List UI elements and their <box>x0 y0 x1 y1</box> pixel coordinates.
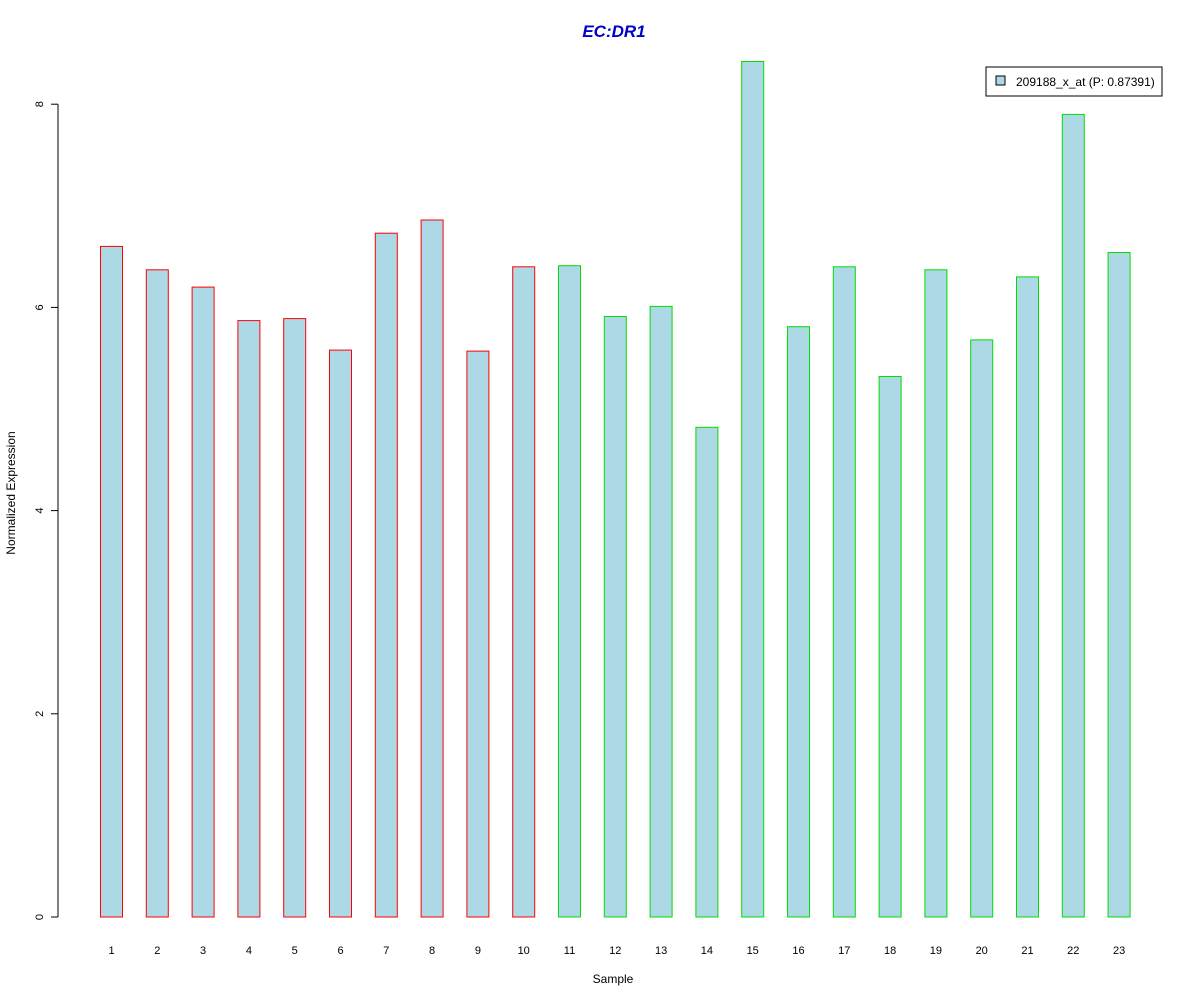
bar-sample-19 <box>924 269 948 918</box>
legend-box <box>985 66 1163 97</box>
bar-sample-16 <box>787 326 810 918</box>
y-tick-label: 2 <box>34 711 46 717</box>
x-axis-ticks: 1 2 3 4 5 6 7 8 9 10 11 12 13 14 15 16 17 18 19 20 21 22 23 <box>108 945 1125 957</box>
legend: 209188_x_at (P: 0.87391) <box>985 66 1163 97</box>
bar-sample-20 <box>970 339 994 918</box>
x-tick-label: 1 <box>108 945 114 957</box>
bar-sample-21 <box>1016 276 1039 918</box>
bar-sample-13 <box>649 305 673 918</box>
y-tick-label: 6 <box>34 304 46 310</box>
x-tick-label: 7 <box>383 945 389 957</box>
x-tick-label: 16 <box>792 945 804 957</box>
bar-sample-14 <box>695 426 719 918</box>
x-tick-label: 6 <box>337 945 343 957</box>
x-tick-label: 14 <box>701 945 713 957</box>
x-tick-label: 5 <box>292 945 298 957</box>
x-tick-label: 15 <box>747 945 759 957</box>
bar-sample-10 <box>512 266 536 918</box>
x-tick-label: 18 <box>884 945 896 957</box>
bars <box>100 61 1131 918</box>
bar-sample-2 <box>145 269 169 918</box>
x-tick-label: 4 <box>246 945 252 957</box>
bar-sample-15 <box>741 61 765 918</box>
bar-sample-22 <box>1061 113 1085 918</box>
x-tick-label: 12 <box>609 945 621 957</box>
bar-sample-11 <box>558 265 581 918</box>
bar-sample-18 <box>878 376 902 918</box>
y-axis-label: Normalized Expression <box>4 431 18 554</box>
legend-label: 209188_x_at (P: 0.87391) <box>1016 75 1155 89</box>
x-tick-label: 23 <box>1113 945 1125 957</box>
x-tick-label: 21 <box>1021 945 1033 957</box>
bar-sample-9 <box>466 350 490 918</box>
bar-sample-4 <box>237 320 261 918</box>
x-tick-label: 17 <box>838 945 850 957</box>
bar-sample-6 <box>329 349 352 918</box>
y-tick-label: 4 <box>34 508 46 514</box>
bar-sample-12 <box>603 316 627 918</box>
bar-sample-17 <box>832 266 856 918</box>
y-tick-label: 8 <box>34 101 46 107</box>
x-tick-label: 3 <box>200 945 206 957</box>
y-axis: 0 2 4 6 8 <box>34 101 59 920</box>
x-tick-label: 20 <box>976 945 988 957</box>
x-tick-label: 19 <box>930 945 942 957</box>
x-tick-label: 10 <box>518 945 530 957</box>
bar-sample-23 <box>1107 252 1131 918</box>
x-tick-label: 8 <box>429 945 435 957</box>
x-tick-label: 2 <box>154 945 160 957</box>
legend-swatch <box>995 75 1006 86</box>
x-tick-label: 9 <box>475 945 481 957</box>
bar-sample-8 <box>420 219 444 918</box>
bar-sample-3 <box>191 286 215 918</box>
bar-sample-7 <box>374 232 398 918</box>
bar-sample-5 <box>283 318 307 918</box>
y-tick-label: 0 <box>34 914 46 920</box>
x-axis-label: Sample <box>593 972 634 986</box>
x-tick-label: 22 <box>1067 945 1079 957</box>
x-tick-label: 13 <box>655 945 667 957</box>
chart-title: EC:DR1 <box>582 22 645 41</box>
bar-sample-1 <box>100 245 123 918</box>
x-tick-label: 11 <box>564 945 575 957</box>
